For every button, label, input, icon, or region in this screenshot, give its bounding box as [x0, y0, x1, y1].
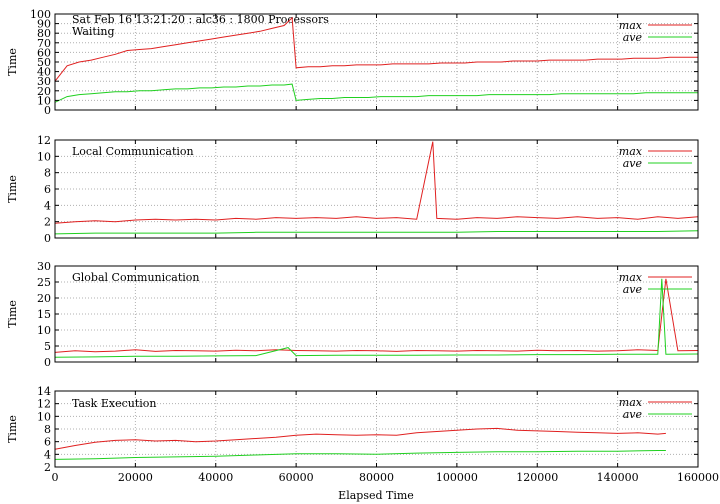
- series-ave-line: [54, 450, 666, 460]
- y-tick-label: 25: [37, 276, 51, 289]
- y-tick-label: 6: [44, 436, 51, 449]
- y-tick-label: 40: [37, 66, 51, 79]
- y-tick-label: 0: [44, 104, 51, 117]
- series-max-line: [54, 278, 699, 353]
- series-ave-line: [54, 230, 699, 235]
- legend-label: max: [619, 396, 643, 409]
- y-axis-title: Time: [6, 415, 19, 443]
- y-tick-label: 50: [37, 56, 51, 69]
- y-tick-label: 0: [44, 232, 51, 245]
- panel-title: Task Execution: [72, 397, 156, 410]
- y-tick-label: 5: [44, 340, 51, 353]
- legend-label: ave: [623, 408, 643, 421]
- y-tick-label: 10: [37, 410, 51, 423]
- y-tick-label: 80: [37, 27, 51, 40]
- y-tick-label: 90: [37, 18, 51, 31]
- x-tick-label: 0: [52, 471, 59, 484]
- y-tick-label: 12: [37, 134, 51, 147]
- panel-title: Waiting: [72, 25, 115, 38]
- y-tick-label: 8: [44, 167, 51, 180]
- y-tick-label: 12: [37, 398, 51, 411]
- series-max-line: [54, 427, 666, 450]
- x-tick-label: 80000: [359, 471, 394, 484]
- series-ave-line: [54, 83, 698, 103]
- y-tick-label: 8: [44, 423, 51, 436]
- legend-label: ave: [623, 157, 643, 170]
- series-max-line: [54, 141, 699, 224]
- y-tick-label: 10: [37, 94, 51, 107]
- series-ave-line: [54, 278, 699, 358]
- x-tick-label: 140000: [597, 471, 639, 484]
- x-tick-label: 20000: [118, 471, 153, 484]
- legend-label: max: [619, 19, 643, 32]
- y-tick-label: 14: [37, 385, 51, 398]
- y-tick-label: 20: [37, 85, 51, 98]
- y-tick-label: 20: [37, 292, 51, 305]
- x-axis-title: Elapsed Time: [338, 489, 414, 502]
- legend-label: ave: [623, 283, 643, 296]
- y-tick-label: 60: [37, 46, 51, 59]
- y-tick-label: 30: [37, 75, 51, 88]
- panel-3: 0 5 10 15 20 25 30 Time Global Communication maxa…: [6, 260, 699, 369]
- x-tick-label: 160000: [677, 471, 719, 484]
- legend-label: ave: [623, 31, 643, 44]
- panel-title: Local Communication: [72, 145, 194, 158]
- legend-label: max: [619, 271, 643, 284]
- y-tick-label: 30: [37, 260, 51, 273]
- figure-header: Sat Feb 16 13:21:20 : alc36 : 1800 Proce…: [72, 13, 329, 26]
- y-tick-label: 10: [37, 150, 51, 163]
- y-tick-label: 10: [37, 324, 51, 337]
- y-axis-title: Time: [6, 175, 19, 203]
- x-tick-label: 100000: [436, 471, 478, 484]
- y-tick-label: 2: [44, 461, 51, 474]
- y-tick-label: 15: [37, 308, 51, 321]
- y-tick-label: 70: [37, 37, 51, 50]
- y-tick-label: 4: [44, 199, 51, 212]
- y-tick-label: 2: [44, 216, 51, 229]
- legend-label: max: [619, 145, 643, 158]
- y-tick-label: 6: [44, 183, 51, 196]
- panel-title: Global Communication: [72, 271, 200, 284]
- series-max-line: [54, 16, 698, 82]
- x-tick-label: 60000: [279, 471, 314, 484]
- x-tick-label: 120000: [516, 471, 558, 484]
- y-axis-title: Time: [6, 48, 19, 76]
- y-tick-label: 100: [30, 8, 51, 21]
- y-tick-label: 4: [44, 448, 51, 461]
- y-axis-title: Time: [6, 300, 19, 328]
- x-tick-label: 40000: [198, 471, 233, 484]
- y-tick-label: 0: [44, 356, 51, 369]
